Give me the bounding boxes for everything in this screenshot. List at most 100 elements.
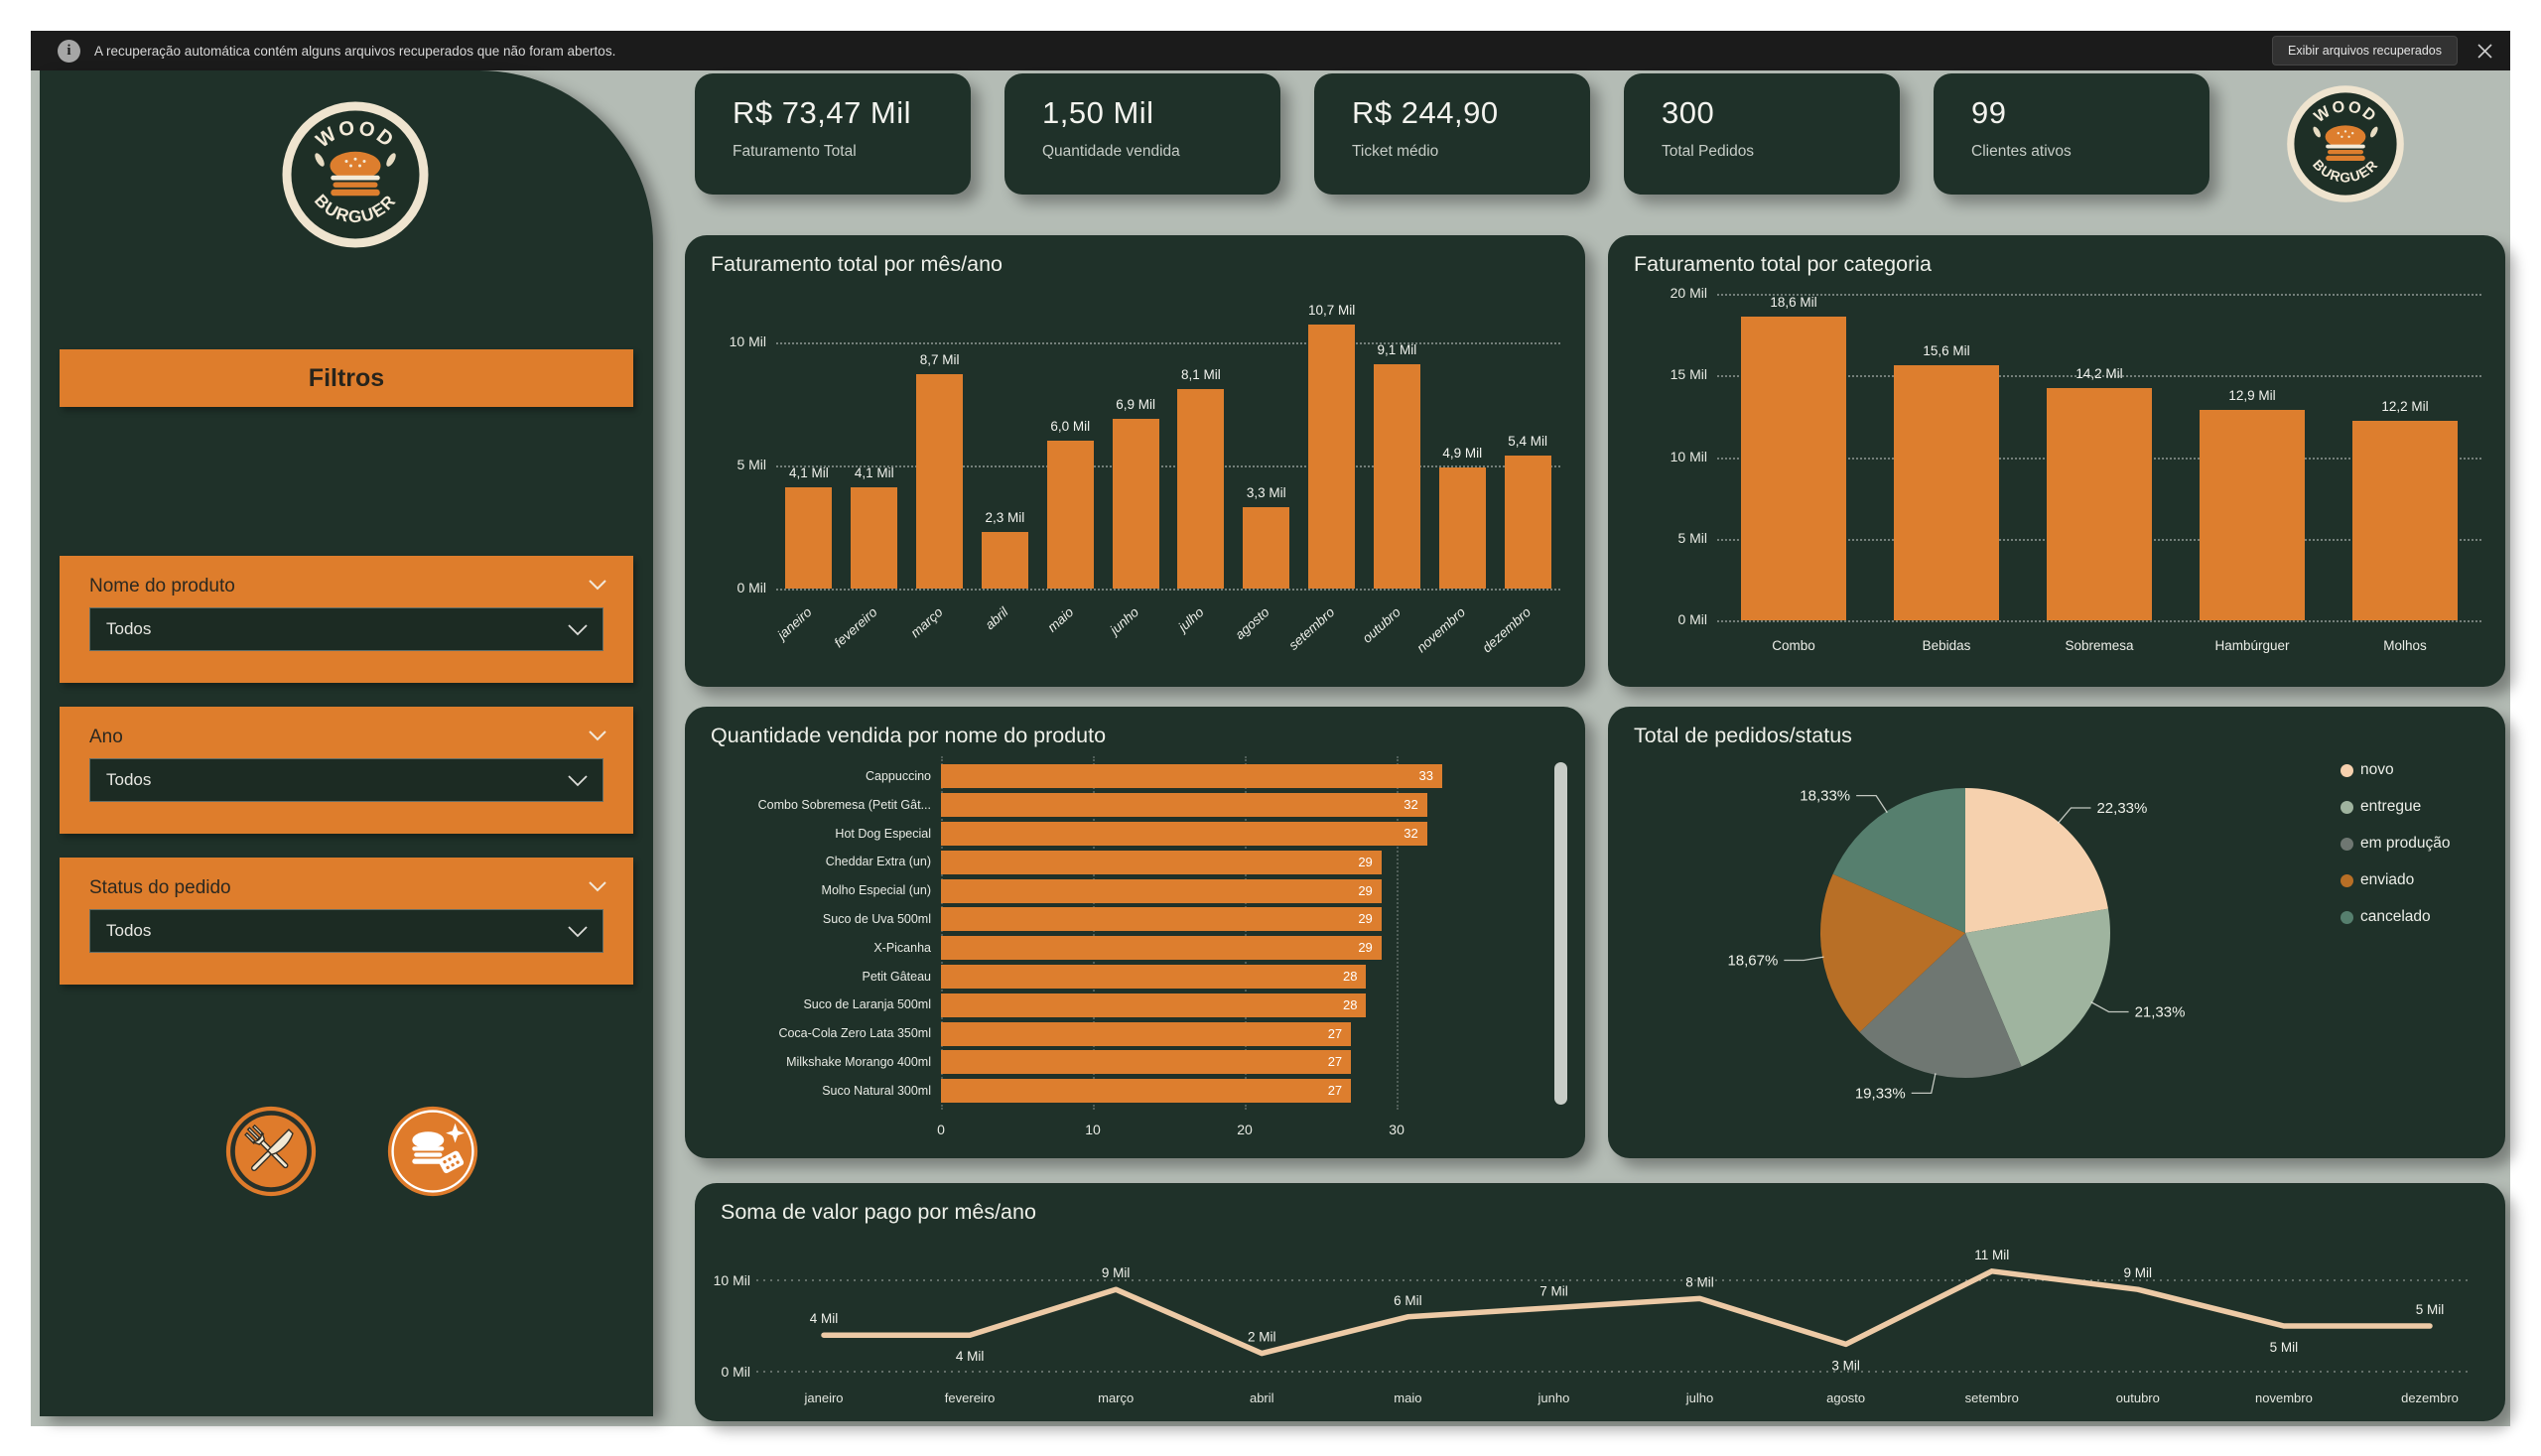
x-axis-label: fevereiro [831, 604, 880, 651]
kpi-value: R$ 73,47 Mil [733, 95, 912, 130]
chevron-down-icon[interactable] [588, 879, 607, 892]
point-value-label: 4 Mil [956, 1349, 985, 1364]
bar-combo[interactable] [1741, 317, 1846, 620]
kpi-card-faturamento-total: R$ 73,47 Mil Faturamento Total [695, 73, 971, 195]
bar-value-label: 6,0 Mil [1050, 419, 1091, 434]
bar-coca-cola-zero-lata-350ml[interactable]: 27 [941, 1021, 1352, 1046]
bar-maio[interactable] [1046, 441, 1094, 589]
x-axis-label: Bebidas [1922, 638, 1971, 653]
qty-by-product-plot[interactable]: 0 10 20 30 Cappuccino 33 Combo Sobremesa (Peti… [695, 756, 1534, 1137]
chart-title: Quantidade vendida por nome do produto [711, 724, 1107, 747]
filter-card-order-status: Status do pedido Todos [60, 858, 633, 985]
point-value-label: 2 Mil [1248, 1330, 1276, 1345]
bar-suco-de-laranja-500ml[interactable]: 28 [941, 993, 1367, 1017]
bar-value-label: 28 [1343, 969, 1358, 984]
chevron-down-icon[interactable] [588, 578, 607, 591]
bar-sobremesa[interactable] [2047, 388, 2152, 620]
legend-label: novo [2360, 761, 2394, 778]
kpi-card-clientes-ativos: 99 Clientes ativos [1934, 73, 2209, 195]
bar-julho[interactable] [1177, 388, 1225, 589]
orders-by-status-plot[interactable]: 22,33% 21,33% 19,33% 18,67% 18,33% [1608, 707, 2505, 1158]
bar-abril[interactable] [981, 531, 1028, 589]
pie-slice-enviado[interactable] [1820, 873, 1965, 1032]
y-axis-tick: 20 Mil [1670, 285, 1707, 301]
pie-slice-novo[interactable] [1965, 788, 2108, 933]
y-axis-tick: 10 Mil [714, 1272, 750, 1288]
bar-novembro[interactable] [1438, 467, 1486, 589]
legend-item-cancelado[interactable]: cancelado [2340, 908, 2450, 926]
bar-janeiro[interactable] [785, 487, 833, 589]
pie-slice-entregue[interactable] [1965, 908, 2110, 1067]
point-value-label: 9 Mil [1102, 1265, 1131, 1280]
pie-label-leader [1856, 794, 1888, 814]
chart-scrollbar[interactable] [1554, 762, 1567, 1105]
dropdown-value: Todos [106, 921, 152, 940]
revenue-by-month-plot[interactable]: 0 Mil 5 Mil 10 Mil 4,1 Mil janeiro 4,1 Mil fev… [730, 293, 1560, 655]
legend-item-em-produ-o[interactable]: em produção [2340, 835, 2450, 853]
pie-percentage-label: 21,33% [2135, 1003, 2186, 1020]
product-label: Cappuccino [865, 769, 931, 783]
bar-value-label: 29 [1358, 882, 1373, 898]
x-axis-label: fevereiro [945, 1390, 996, 1405]
legend-dot [2340, 837, 2353, 851]
close-icon[interactable] [2477, 43, 2492, 59]
legend-item-entregue[interactable]: entregue [2340, 798, 2450, 816]
bar-suco-natural-300ml[interactable]: 27 [941, 1079, 1352, 1104]
bar-molhos[interactable] [2352, 421, 2458, 620]
filter-card-product-name: Nome do produto Todos [60, 556, 633, 683]
bar-junho[interactable] [1112, 418, 1159, 589]
bar-bebidas[interactable] [1894, 365, 1999, 620]
chart-title: Faturamento total por mês/ano [711, 252, 1003, 276]
bar-dezembro[interactable] [1504, 455, 1551, 589]
bar-setembro[interactable] [1308, 325, 1356, 589]
pie-slice-cancelado[interactable] [1832, 788, 1965, 933]
bar-hot-dog-especial[interactable]: 32 [941, 822, 1427, 846]
chevron-down-icon [568, 926, 588, 938]
order-status-dropdown[interactable]: Todos [89, 909, 603, 953]
chart-card-revenue-by-category: Faturamento total por categoria 0 Mil 5 M… [1608, 235, 2505, 687]
bar-suco-de-uva-500ml[interactable]: 29 [941, 907, 1382, 932]
bar-outubro[interactable] [1373, 364, 1420, 589]
show-recovered-files-button[interactable]: Exibir arquivos recuperados [2272, 36, 2458, 66]
bar-value-label: 32 [1404, 797, 1418, 813]
bar-petit-g-teau[interactable]: 28 [941, 965, 1367, 989]
revenue-by-category-plot[interactable]: 0 Mil 5 Mil 10 Mil 15 Mil 20 Mil 18,6 Mil Comb… [1671, 285, 2481, 653]
product-label: Molho Especial (un) [821, 883, 931, 898]
x-axis-label: agosto [1826, 1390, 1865, 1405]
paid-by-month-plot[interactable]: 0 Mil 10 Mil 4 Mil janeiro 4 Mil fevereiro 9 M… [695, 1183, 2505, 1421]
gridline [941, 756, 943, 1110]
chart-title: Faturamento total por categoria [1634, 252, 1932, 276]
bar-combo-sobremesa-petit-g-t[interactable]: 32 [941, 793, 1427, 818]
bar-molho-especial-un[interactable]: 29 [941, 878, 1382, 903]
x-axis-label: Hambúrguer [2214, 638, 2290, 653]
pie-slice-em-produ-o[interactable] [1859, 933, 2022, 1078]
point-value-label: 7 Mil [1539, 1284, 1568, 1299]
gridline [1397, 756, 1400, 1110]
gridline [1245, 756, 1248, 1110]
bar-cheddar-extra-un[interactable]: 29 [941, 850, 1382, 874]
product-name-dropdown[interactable]: Todos [89, 607, 603, 651]
gridline [1717, 294, 2481, 296]
bar-milkshake-morango-400ml[interactable]: 27 [941, 1050, 1352, 1075]
legend-item-novo[interactable]: novo [2340, 761, 2450, 779]
bar-cappuccino[interactable]: 33 [941, 764, 1442, 789]
bar-fevereiro[interactable] [851, 487, 898, 589]
chevron-down-icon[interactable] [588, 728, 607, 741]
x-axis-tick: 10 [1085, 1121, 1101, 1137]
line-series[interactable] [821, 1268, 2433, 1357]
y-axis-tick: 5 Mil [1677, 529, 1707, 546]
bar-hamb-rguer[interactable] [2200, 409, 2305, 620]
filter-label: Status do pedido [89, 877, 231, 898]
fork-knife-icon [225, 1106, 317, 1197]
year-dropdown[interactable]: Todos [89, 758, 603, 802]
kpi-label: Ticket médio [1352, 143, 1439, 160]
bar-x-picanha[interactable]: 29 [941, 936, 1382, 961]
bar-mar-o[interactable] [916, 373, 964, 589]
bar-agosto[interactable] [1243, 507, 1290, 589]
x-axis-label: janeiro [774, 604, 815, 643]
kpi-value: 300 [1662, 95, 1715, 130]
pie-percentage-label: 18,33% [1800, 788, 1850, 805]
legend-item-enviado[interactable]: enviado [2340, 871, 2450, 889]
kpi-card-ticket-medio: R$ 244,90 Ticket médio [1314, 73, 1590, 195]
gridline [776, 589, 1560, 591]
